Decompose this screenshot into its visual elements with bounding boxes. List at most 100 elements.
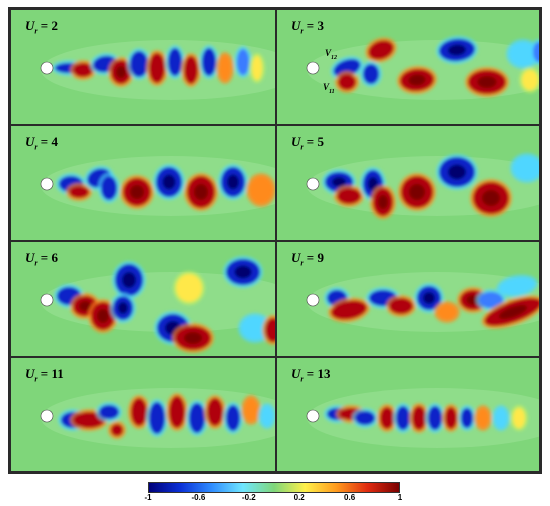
negative-vortex (461, 408, 473, 428)
vortex-core (116, 66, 126, 78)
vortex-label-symbol: V (323, 82, 330, 92)
vortex-core (234, 265, 252, 279)
vortex-core (408, 74, 426, 86)
label-equals: = (40, 134, 52, 149)
negative-vortex (99, 405, 119, 419)
vortex-core (498, 305, 528, 319)
colorbar-tick: -0.6 (191, 493, 206, 502)
vortex-core (248, 322, 262, 334)
vortex-core (184, 332, 202, 344)
positive-vortex (513, 408, 525, 428)
vorticity-field (40, 40, 275, 100)
colorbar-tick: 1 (397, 493, 403, 502)
positive-vortex (184, 56, 198, 84)
vorticity-panel: Ur = 2 (10, 9, 276, 125)
vorticity-panel: Ur = 6 (10, 241, 276, 357)
negative-vortex (101, 176, 117, 200)
vorticity-field (40, 388, 275, 448)
positive-vortex (437, 304, 457, 320)
label-equals: = (40, 250, 52, 265)
positive-vortex (338, 74, 356, 90)
vortex-label-subscript: 12 (331, 54, 338, 61)
vortex-core (482, 190, 500, 206)
vortex-core (368, 177, 378, 191)
label-symbol: U (291, 366, 301, 381)
positive-vortex (131, 398, 147, 426)
vortex-core (466, 295, 480, 305)
negative-vortex (261, 406, 273, 426)
vortex-core (227, 174, 239, 190)
label-equals: = (306, 18, 318, 33)
negative-vortex (202, 48, 216, 76)
vorticity-field (40, 256, 275, 353)
negative-vortex (363, 64, 379, 84)
label-value: 4 (51, 134, 58, 149)
vortex-label-subscript: 11 (329, 88, 335, 95)
reduced-velocity-label: Ur = 5 (291, 134, 324, 152)
cylinder (40, 293, 54, 307)
positive-vortex (244, 398, 258, 422)
vortex-core (255, 183, 267, 197)
negative-vortex (396, 406, 410, 430)
reduced-velocity-label: Ur = 2 (25, 18, 58, 36)
cylinder (306, 293, 320, 307)
label-subscript: r (34, 26, 38, 36)
positive-vortex (207, 398, 223, 426)
negative-vortex (499, 277, 535, 295)
vortex-core (332, 177, 346, 187)
label-value: 5 (317, 134, 324, 149)
vortex-core (130, 185, 144, 199)
vorticity-field (306, 35, 539, 100)
positive-vortex (69, 186, 89, 198)
positive-vortex (265, 318, 275, 342)
label-value: 6 (51, 250, 58, 265)
negative-vortex (149, 402, 165, 434)
vortex-core (79, 300, 91, 312)
label-symbol: U (25, 134, 35, 149)
vortex-core (118, 302, 128, 314)
positive-vortex (111, 424, 123, 436)
negative-vortex (355, 411, 375, 425)
positive-vortex (149, 53, 165, 83)
positive-vortex (477, 408, 489, 428)
label-subscript: r (300, 258, 304, 268)
positive-vortex (412, 406, 426, 430)
label-symbol: U (25, 18, 35, 33)
vortex-core (448, 44, 466, 56)
colorbar-ticks: -1 -0.6 -0.2 0.2 0.6 1 (144, 493, 403, 505)
negative-vortex (189, 403, 205, 433)
label-subscript: r (300, 142, 304, 152)
label-value: 11 (51, 366, 64, 381)
vorticity-panel: Ur = 5 (276, 125, 540, 241)
label-symbol: U (25, 366, 35, 381)
vorticity-panel: Ur = 11 (10, 357, 276, 472)
cylinder (306, 61, 320, 75)
vorticity-panel: Ur = 4 (10, 125, 276, 241)
colorbar-tick: -0.2 (241, 493, 256, 502)
label-symbol: U (291, 18, 301, 33)
positive-vortex (73, 63, 93, 77)
vorticity-figure: Ur = 2 Ur = 3 V12 V11 Ur = 4 Ur = 5 Ur = 6 Ur =… (8, 7, 542, 474)
positive-vortex (73, 412, 105, 428)
vortex-label-v12: V12 (325, 48, 337, 61)
label-subscript: r (34, 374, 38, 384)
vortex-core (423, 292, 435, 304)
negative-vortex (226, 405, 240, 431)
label-subscript: r (34, 258, 38, 268)
vortex-core (378, 195, 388, 209)
vortex-label-symbol: V (325, 48, 332, 58)
colorbar-tick: 0.2 (293, 493, 305, 502)
cylinder (40, 177, 54, 191)
label-equals: = (306, 250, 318, 265)
cylinder (306, 409, 320, 423)
positive-vortex (219, 55, 231, 81)
vortex-core (182, 281, 196, 295)
label-value: 3 (317, 18, 324, 33)
positive-vortex (389, 298, 413, 314)
vorticity-panel: Ur = 3 V12 V11 (276, 9, 540, 125)
reduced-velocity-label: Ur = 9 (291, 250, 324, 268)
label-equals: = (306, 134, 318, 149)
cylinder (40, 409, 54, 423)
colorbar-tick: 0.6 (344, 493, 356, 502)
label-equals: = (40, 18, 52, 33)
